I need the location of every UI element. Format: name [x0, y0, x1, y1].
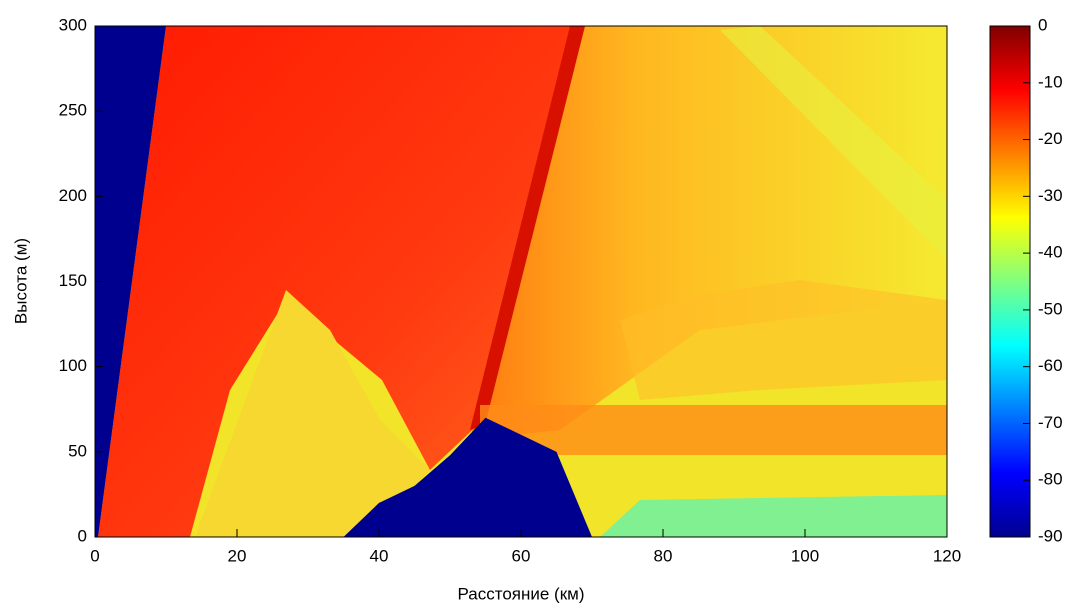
y-tick-label: 50 [68, 441, 87, 460]
x-axis-label: Расстояние (км) [458, 584, 585, 603]
colorbar-tick-label: -40 [1038, 243, 1063, 262]
colorbar-tick-label: -50 [1038, 299, 1063, 318]
colorbar-tick-label: 0 [1038, 15, 1047, 34]
y-tick-label: 200 [59, 186, 87, 205]
x-tick-label: 60 [512, 546, 531, 565]
field [95, 26, 947, 537]
x-tick-label: 20 [228, 546, 247, 565]
y-tick-label: 0 [78, 526, 87, 545]
colorbar-tick-label: -90 [1038, 526, 1063, 545]
terrain [343, 417, 592, 537]
x-tick-label: 0 [90, 546, 99, 565]
x-tick-label: 100 [791, 546, 819, 565]
x-tick-label: 120 [933, 546, 961, 565]
colorbar-tick-label: -60 [1038, 356, 1063, 375]
x-tick-label: 40 [370, 546, 389, 565]
y-tick-label: 250 [59, 101, 87, 120]
colorbar-tick-label: -70 [1038, 413, 1063, 432]
colorbar-tick-label: -10 [1038, 72, 1063, 91]
colorbar [989, 25, 1031, 538]
y-tick-label: 300 [59, 15, 87, 34]
colorbar-tick-label: -30 [1038, 186, 1063, 205]
colorbar-tick-label: -80 [1038, 470, 1063, 489]
colorbar-tick-label: -20 [1038, 129, 1063, 148]
y-tick-label: 100 [59, 356, 87, 375]
y-tick-label: 150 [59, 271, 87, 290]
x-tick-label: 80 [654, 546, 673, 565]
y-axis-label: Высота (м) [11, 238, 30, 324]
